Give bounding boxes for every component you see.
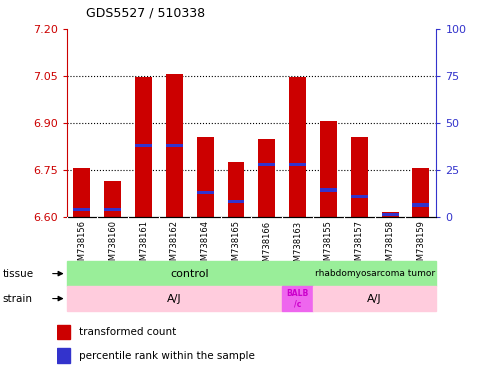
Text: GSM738157: GSM738157 <box>355 220 364 271</box>
Text: GSM738155: GSM738155 <box>324 220 333 271</box>
Bar <box>57 348 70 362</box>
Bar <box>413 168 429 217</box>
Bar <box>258 163 275 166</box>
Bar <box>57 325 70 339</box>
Bar <box>382 212 398 217</box>
Text: A/J: A/J <box>367 293 382 304</box>
Bar <box>197 191 213 194</box>
Text: GSM738158: GSM738158 <box>386 220 394 271</box>
Bar <box>67 286 282 311</box>
Bar <box>320 189 337 192</box>
Text: control: control <box>171 268 209 279</box>
Bar <box>197 137 213 217</box>
Text: rhabdomyosarcoma tumor: rhabdomyosarcoma tumor <box>315 269 435 278</box>
Bar <box>73 168 90 217</box>
Bar <box>135 144 152 147</box>
Bar <box>105 181 121 217</box>
Bar <box>228 200 245 204</box>
Bar <box>289 78 306 217</box>
Text: GSM738164: GSM738164 <box>201 220 210 271</box>
Text: percentile rank within the sample: percentile rank within the sample <box>79 351 255 361</box>
Bar <box>166 74 183 217</box>
Text: GSM738159: GSM738159 <box>417 220 425 271</box>
Text: GSM738166: GSM738166 <box>262 220 271 271</box>
Text: transformed count: transformed count <box>79 327 176 337</box>
Text: tissue: tissue <box>2 268 34 279</box>
Bar <box>67 261 313 286</box>
Text: GDS5527 / 510338: GDS5527 / 510338 <box>86 6 206 19</box>
Bar <box>228 162 245 217</box>
Text: GSM738160: GSM738160 <box>108 220 117 271</box>
Bar <box>382 213 398 216</box>
Text: GSM738156: GSM738156 <box>77 220 86 271</box>
Bar <box>313 286 436 311</box>
Text: GSM738165: GSM738165 <box>232 220 241 271</box>
Bar <box>351 137 368 217</box>
Text: BALB
/c: BALB /c <box>286 289 309 308</box>
Bar <box>313 261 436 286</box>
Bar <box>282 286 313 311</box>
Text: strain: strain <box>2 293 33 304</box>
Bar <box>73 207 90 211</box>
Bar <box>258 139 275 217</box>
Bar <box>135 78 152 217</box>
Bar <box>413 204 429 207</box>
Bar <box>105 207 121 211</box>
Text: A/J: A/J <box>167 293 182 304</box>
Bar <box>166 144 183 147</box>
Text: GSM738162: GSM738162 <box>170 220 179 271</box>
Text: GSM738161: GSM738161 <box>139 220 148 271</box>
Text: GSM738163: GSM738163 <box>293 220 302 271</box>
Bar <box>289 163 306 166</box>
Bar <box>320 121 337 217</box>
Bar <box>351 195 368 198</box>
